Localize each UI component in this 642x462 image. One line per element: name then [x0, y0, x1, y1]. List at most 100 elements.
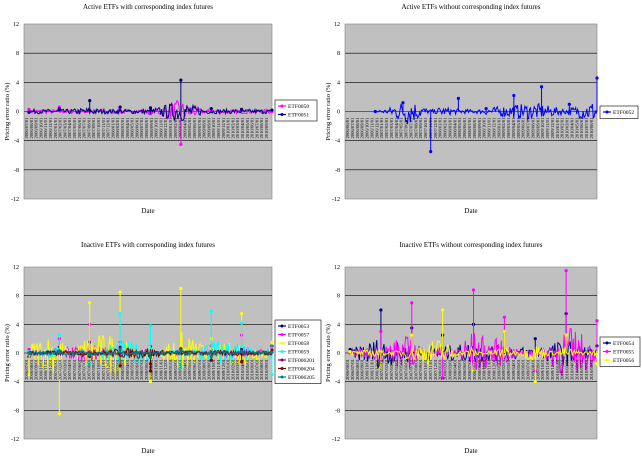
x-tick-label: 2007/07/01	[82, 358, 87, 380]
x-tick-label: 2009/03/01	[506, 117, 511, 139]
x-tick-label: 2008/12/01	[491, 117, 496, 139]
y-axis-label: Pricing error ratio (%)	[325, 324, 332, 382]
legend-label: ETF0053	[288, 324, 309, 330]
x-tick-label: 2008/10/01	[482, 117, 487, 139]
data-point	[57, 106, 61, 111]
x-tick-label: 2009/06/01	[521, 117, 526, 139]
x-tick-label: 2007/06/01	[77, 117, 82, 139]
x-tick-label: 2006/11/01	[43, 117, 48, 138]
x-tick-label: 2007/09/01	[91, 358, 96, 380]
legend-marker	[280, 104, 284, 108]
legend-marker	[280, 333, 284, 336]
x-tick-label: 2007/08/01	[86, 358, 91, 380]
x-tick-label: 2008/03/01	[448, 117, 453, 139]
x-tick-label: 2007/04/01	[394, 358, 399, 380]
x-tick-label: 2010/07/01	[584, 117, 589, 139]
x-tick-label: 2007/06/01	[404, 358, 409, 380]
x-tick-label: 2008/12/01	[163, 358, 168, 380]
x-tick-label: 2006/12/01	[374, 117, 379, 139]
x-tick-label: 2008/11/01	[487, 117, 492, 138]
x-tick-label: 2010/01/01	[226, 358, 231, 380]
x-tick-label: 2007/05/01	[399, 117, 404, 139]
x-tick-label: 2010/09/01	[264, 117, 269, 139]
data-point	[502, 329, 506, 334]
chart-title: Active ETFs with corresponding index fut…	[83, 3, 213, 11]
x-tick-label: 2007/10/01	[96, 117, 101, 139]
x-tick-label: 2010/07/01	[254, 358, 259, 380]
x-tick-label: 2009/12/01	[221, 117, 226, 139]
x-tick-label: 2006/07/01	[350, 358, 355, 380]
x-tick-label: 2006/12/01	[48, 117, 53, 139]
data-point	[564, 333, 568, 337]
x-tick-label: 2007/03/01	[62, 358, 67, 380]
x-tick-label: 2008/08/01	[144, 117, 149, 139]
y-axis-label: Pricing error ratio (%)	[4, 83, 11, 141]
legend-marker	[280, 341, 284, 345]
x-tick-label: 2008/11/01	[158, 117, 163, 138]
data-point	[240, 321, 244, 325]
data-point	[595, 362, 599, 366]
y-tick-label: -12	[332, 437, 340, 443]
x-tick-label: 2008/10/01	[482, 358, 487, 380]
x-tick-label: 2008/04/01	[125, 117, 130, 139]
legend-label: ETF0052	[613, 110, 634, 116]
x-tick-label: 2008/05/01	[457, 117, 462, 139]
data-point	[441, 308, 445, 312]
x-tick-label: 2009/12/01	[550, 117, 555, 139]
x-tick-label: 2009/06/01	[192, 358, 197, 380]
x-tick-label: 2010/08/01	[589, 358, 594, 380]
data-point	[410, 333, 414, 337]
y-tick-label: -8	[335, 408, 340, 414]
data-point	[240, 311, 244, 316]
x-tick-label: 2009/10/01	[540, 358, 545, 380]
data-point	[240, 107, 244, 111]
x-tick-label: 2008/02/01	[443, 117, 448, 139]
x-tick-label: 2010/02/01	[230, 358, 235, 380]
data-point	[179, 348, 183, 352]
data-point	[533, 337, 537, 341]
data-point	[57, 412, 61, 416]
x-tick-label: 2010/06/01	[579, 117, 584, 139]
y-tick-label: 8	[16, 294, 19, 300]
x-tick-label: 2009/04/01	[182, 358, 187, 380]
x-tick-label: 2007/08/01	[413, 358, 418, 380]
x-tick-label: 2010/05/01	[574, 117, 579, 139]
x-tick-label: 2007/11/01	[428, 117, 433, 138]
x-tick-label: 2009/12/01	[550, 358, 555, 380]
y-tick-label: 12	[334, 22, 340, 28]
x-tick-label: 2009/03/01	[178, 358, 183, 380]
x-tick-label: 2006/10/01	[38, 358, 43, 380]
x-axis-label: Date	[464, 447, 477, 455]
x-tick-label: 2010/06/01	[250, 117, 255, 139]
x-tick-label: 2010/06/01	[579, 358, 584, 380]
data-point	[179, 142, 183, 146]
x-axis-label: Date	[464, 207, 477, 215]
x-tick-label: 2010/01/01	[555, 117, 560, 139]
data-point	[118, 364, 122, 368]
x-tick-label: 2006/08/01	[29, 358, 34, 380]
legend-label: ETF0057	[288, 333, 309, 339]
series-line	[28, 349, 273, 357]
legend-label: ETF006204	[288, 367, 315, 373]
x-tick-label: 2009/12/01	[221, 358, 226, 380]
x-tick-label: 2007/12/01	[433, 358, 438, 380]
series-etf0052	[373, 76, 599, 154]
x-tick-label: 2009/05/01	[187, 358, 192, 380]
y-tick-label: 8	[337, 294, 340, 300]
data-point	[379, 329, 383, 334]
data-point	[148, 355, 153, 359]
x-tick-label: 2008/07/01	[139, 358, 144, 380]
x-tick-label: 2010/03/01	[565, 358, 570, 380]
x-tick-label: 2006/11/01	[369, 359, 374, 380]
data-point	[209, 354, 213, 359]
x-tick-label: 2009/10/01	[540, 117, 545, 139]
x-tick-label: 2008/10/01	[154, 117, 159, 139]
x-tick-label: 2007/12/01	[106, 358, 111, 380]
legend-label: ETF0050	[288, 104, 309, 110]
y-tick-label: -8	[14, 408, 19, 414]
chart-title: Active ETFs without corresponding index …	[401, 3, 540, 11]
x-tick-label: 2010/04/01	[570, 117, 575, 139]
legend	[599, 105, 639, 119]
x-tick-label: 2009/03/01	[506, 358, 511, 380]
x-tick-label: 2008/02/01	[115, 117, 120, 139]
